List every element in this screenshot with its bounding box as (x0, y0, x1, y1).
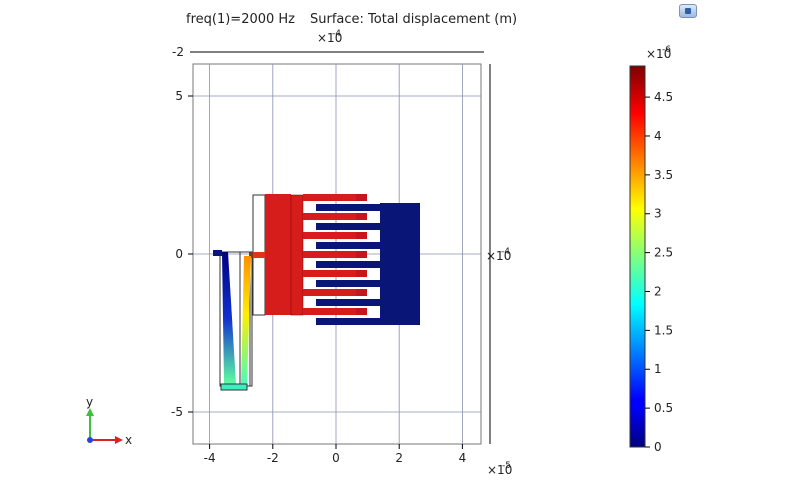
displacement-surface (213, 194, 420, 391)
y-tick-label: 5 (175, 89, 183, 103)
left-comb-fingers (303, 194, 367, 315)
view-icon[interactable] (679, 4, 697, 18)
moving-finger (303, 270, 358, 277)
svg-text:×10: ×10 (317, 31, 342, 45)
x-tick-label: 4 (459, 451, 467, 465)
x-tick-label: 0 (332, 451, 340, 465)
triad-x-arrow-icon (115, 436, 123, 444)
colorbar-tick-label: 1 (654, 362, 662, 376)
moving-finger-tip (356, 308, 367, 315)
moving-finger (303, 232, 358, 239)
svg-text:×10: ×10 (487, 463, 512, 477)
colorbar-tick-label: 1.5 (654, 323, 673, 337)
colorbar-tick-label: 4.5 (654, 90, 673, 104)
colorbar-tick-label: 2 (654, 284, 662, 298)
colorbar-tick-label: 4 (654, 129, 662, 143)
triad-y-arrow-icon (86, 408, 94, 416)
svg-text:-4: -4 (332, 29, 341, 39)
colorbar-ticks: 0 0.5 1 1.5 2 2.5 3 3.5 4 4.5 (645, 90, 673, 454)
shuttle-spine (290, 194, 304, 316)
colorbar-tick-label: 2.5 (654, 246, 673, 260)
fixed-finger (316, 280, 382, 287)
right-exponent-label: ×10 -4 (486, 247, 511, 263)
fixed-finger (316, 242, 382, 249)
svg-text:×10: ×10 (486, 249, 511, 263)
fixed-finger (316, 261, 382, 268)
right-comb-fingers (316, 204, 382, 325)
colorbar-tick-label: 3 (654, 207, 662, 221)
x-tick-label: -4 (204, 451, 216, 465)
triad-y-label: y (86, 395, 93, 409)
y-tick-label: -5 (171, 405, 183, 419)
colorbar-tick-label: 0 (654, 440, 662, 454)
top-scale-tick: -2 (172, 45, 184, 59)
x-tick-label: 2 (395, 451, 403, 465)
top-exponent-label: ×10 -4 (317, 29, 342, 45)
moving-finger-tip (356, 289, 367, 296)
x-tick-label: -2 (267, 451, 279, 465)
triad-x-label: x (125, 433, 132, 447)
y-axis-ticks: 5 0 -5 (171, 89, 193, 419)
fixed-finger (316, 204, 382, 211)
fixed-finger (316, 299, 382, 306)
view-icon-glyph (685, 8, 691, 14)
spring-bottom (220, 383, 248, 391)
fixed-finger (316, 318, 382, 325)
connector-beam (249, 252, 265, 258)
moving-finger-tip (356, 213, 367, 220)
moving-finger-tip (356, 251, 367, 258)
spring-beam-left (222, 252, 236, 384)
moving-finger-tip (356, 270, 367, 277)
svg-text:-5: -5 (502, 461, 511, 471)
right-comb-body (380, 203, 420, 325)
colorbar-exponent-label: ×10 -6 (646, 45, 671, 61)
y-tick-label: 0 (175, 247, 183, 261)
anchor-pad (213, 250, 222, 256)
chart-title-surface: Surface: Total displacement (m) (310, 12, 517, 27)
shuttle-body (265, 194, 291, 315)
x-exponent-label: ×10 -5 (487, 461, 512, 477)
axes-triad: y x (86, 395, 132, 447)
moving-finger (303, 251, 358, 258)
colorbar (629, 65, 646, 448)
colorbar-tick-label: 0.5 (654, 401, 673, 415)
moving-finger (303, 213, 358, 220)
moving-finger (303, 289, 358, 296)
colorbar-tick-label: 3.5 (654, 168, 673, 182)
moving-finger (303, 194, 358, 201)
chart-title-freq: freq(1)=2000 Hz (186, 12, 295, 27)
moving-finger (303, 308, 358, 315)
spring-beam-right (241, 256, 251, 386)
fixed-finger (316, 223, 382, 230)
moving-finger-tip (356, 194, 367, 201)
svg-text:×10: ×10 (646, 47, 671, 61)
triad-origin-icon (87, 437, 93, 443)
moving-finger-tip (356, 232, 367, 239)
svg-text:-4: -4 (501, 247, 510, 257)
svg-text:-6: -6 (662, 45, 671, 55)
x-axis-ticks: -4 -2 0 2 4 (204, 444, 467, 465)
